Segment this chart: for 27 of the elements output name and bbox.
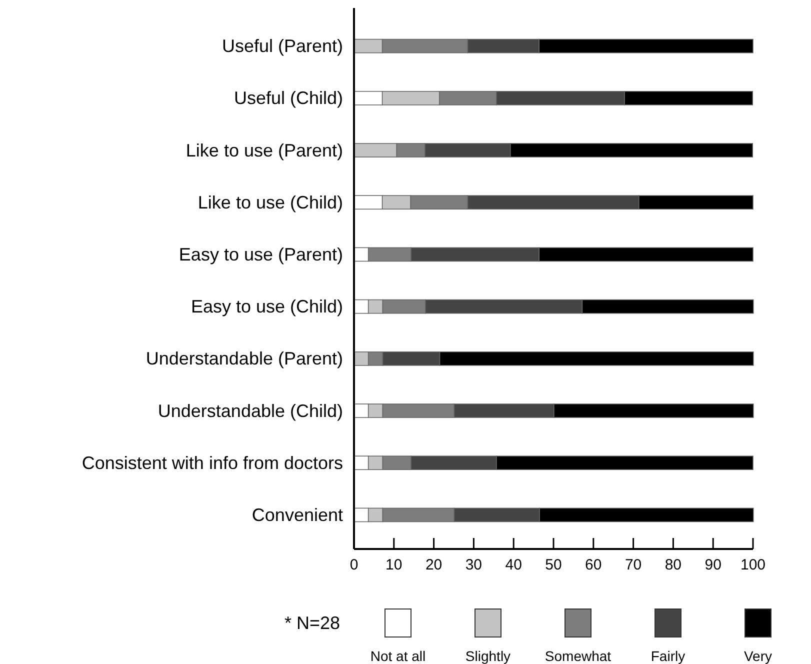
y-tick-label: Like to use (Child) — [198, 192, 343, 212]
x-tick-label: 80 — [664, 556, 682, 574]
y-tick-label: Consistent with info from doctors — [82, 452, 343, 473]
x-tick-label: 0 — [350, 556, 358, 574]
x-tick-label: 50 — [545, 556, 562, 574]
legend-label: Slightly — [465, 648, 511, 664]
x-tick-label: 100 — [740, 556, 766, 574]
x-tick-label: 70 — [624, 556, 642, 574]
text: Not at all — [370, 648, 426, 664]
legend-label: Fairly — [650, 648, 686, 664]
text: * N=28 — [284, 613, 340, 633]
x-tick-label: 90 — [704, 556, 722, 574]
y-tick-label: Like to use (Parent) — [186, 140, 343, 160]
x-tick-label: 40 — [505, 556, 522, 574]
y-tick-label: Understandable (Parent) — [146, 348, 343, 369]
y-tick-label: Useful (Child) — [234, 88, 343, 108]
x-tick-label: 10 — [386, 556, 402, 574]
x-tick-label: 30 — [465, 556, 482, 574]
y-tick-label: Useful (Parent) — [222, 36, 343, 56]
x-tick-label: 20 — [425, 556, 442, 574]
legend-label: Somewhat — [544, 648, 612, 664]
y-tick-label: Convenient — [252, 504, 343, 525]
y-tick-label: Understandable (Child) — [158, 400, 343, 421]
y-tick-label: Easy to use (Parent) — [178, 244, 343, 264]
x-tick-label: 60 — [585, 556, 602, 574]
legend-label: Very — [744, 648, 772, 664]
y-tick-label: Easy to use (Child) — [190, 296, 343, 317]
